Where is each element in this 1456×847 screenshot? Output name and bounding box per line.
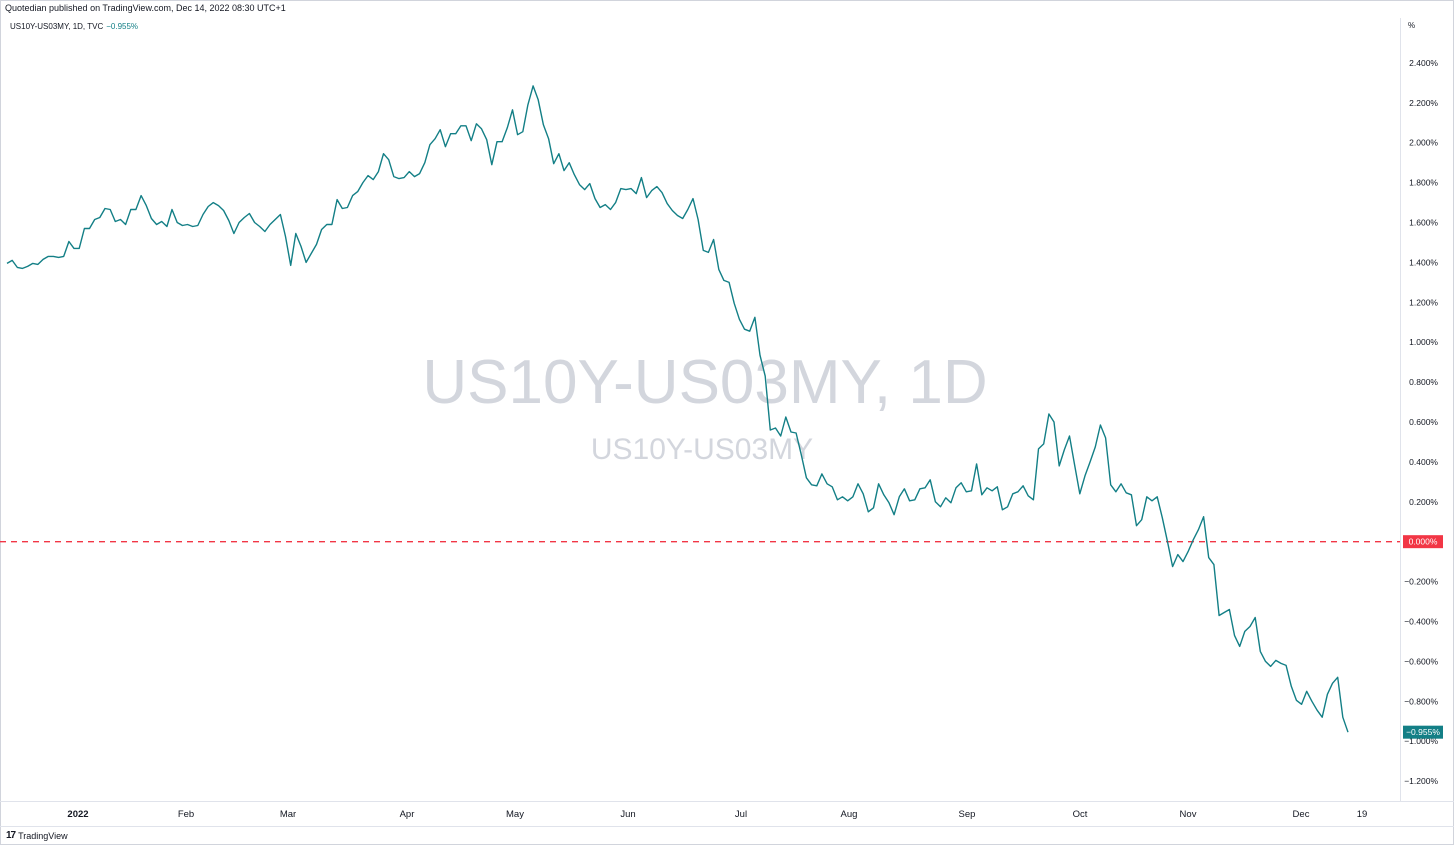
- y-tick-label: 1.600%: [1409, 218, 1438, 228]
- symbol-line: US10Y-US03MY, 1D, TVC: [10, 22, 104, 31]
- y-tick-label: 1.000%: [1409, 337, 1438, 347]
- watermark-subtitle: US10Y-US03MY: [591, 433, 813, 466]
- y-tick-label: 1.400%: [1409, 257, 1438, 267]
- tradingview-logo-icon: 17: [6, 830, 16, 841]
- x-tick-label: Dec: [1293, 809, 1310, 820]
- y-tick-label: 0.800%: [1409, 377, 1438, 387]
- y-tick-label: 0.600%: [1409, 417, 1438, 427]
- x-tick-label: 19: [1357, 809, 1368, 820]
- series-layer: [6, 85, 1349, 733]
- x-tick-label: Aug: [841, 809, 858, 820]
- y-tick-label: −0.800%: [1404, 696, 1438, 706]
- time-axis[interactable]: 2022 Feb Mar Apr May Jun Jul Aug Sep Oct Nov Dec 19: [67, 809, 1367, 820]
- x-tick-label: May: [506, 809, 524, 820]
- y-tick-label: 2.200%: [1409, 98, 1438, 108]
- y-tick-label: 1.800%: [1409, 178, 1438, 188]
- x-tick-label: Oct: [1073, 809, 1088, 820]
- spread-series-line: [6, 85, 1349, 733]
- watermark-title: US10Y-US03MY, 1D: [422, 348, 987, 417]
- legend-last-value: −0.955%: [106, 22, 139, 31]
- published-by-line: Quotedian published on TradingView.com, …: [5, 3, 286, 13]
- x-tick-label: 2022: [67, 809, 88, 820]
- y-tick-label: 1.200%: [1409, 297, 1438, 307]
- badge-layer: 0.000% −0.955%: [1403, 535, 1443, 739]
- last-value-badge: −0.955%: [1406, 727, 1440, 737]
- x-tick-label: Nov: [1180, 809, 1197, 820]
- y-tick-label: −0.200%: [1404, 577, 1438, 587]
- tradingview-logo[interactable]: 17 TradingView: [6, 830, 68, 841]
- x-tick-label: Apr: [400, 809, 415, 820]
- x-tick-label: Jul: [735, 809, 747, 820]
- y-tick-label: −0.400%: [1404, 616, 1438, 626]
- x-tick-label: Sep: [959, 809, 976, 820]
- y-tick-label: 2.400%: [1409, 58, 1438, 68]
- price-axis[interactable]: 2.400% 2.200% 2.000% 1.800% 1.600% 1.400% 1.20…: [1404, 58, 1438, 786]
- symbol-legend[interactable]: US10Y-US03MY, 1D, TVC −0.955%: [10, 22, 138, 31]
- x-tick-label: Jun: [620, 809, 635, 820]
- zero-badge: 0.000%: [1409, 537, 1438, 547]
- y-tick-label: −0.600%: [1404, 656, 1438, 666]
- y-tick-label: 0.400%: [1409, 457, 1438, 467]
- x-tick-label: Mar: [280, 809, 296, 820]
- time-axis-divider: [0, 801, 1454, 802]
- footer-divider: [0, 826, 1454, 827]
- axis-unit-label: %: [1408, 21, 1416, 30]
- y-tick-label: 2.000%: [1409, 138, 1438, 148]
- zero-badge-bg: [1403, 535, 1443, 549]
- y-tick-label: 0.200%: [1409, 497, 1438, 507]
- x-tick-label: Feb: [178, 809, 194, 820]
- y-tick-label: −1.000%: [1404, 736, 1438, 746]
- last-value-badge-bg: [1403, 725, 1443, 739]
- y-tick-label: −1.200%: [1404, 776, 1438, 786]
- tradingview-logo-text: TradingView: [18, 830, 68, 841]
- price-axis-divider: [1400, 18, 1401, 801]
